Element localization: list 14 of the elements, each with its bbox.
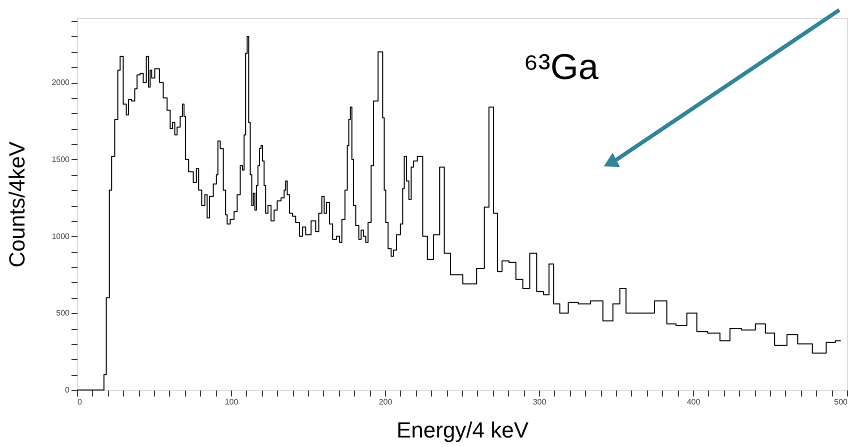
x-axis-title: Energy/4 keV: [396, 418, 529, 442]
x-tick-label: 300: [532, 398, 547, 406]
y-tick-label: 1000: [52, 232, 70, 241]
annotation: ⁶³Ga: [524, 46, 600, 87]
x-tick-label: 100: [224, 398, 239, 406]
y-tick-label: 2000: [52, 78, 70, 88]
x-tick-label: 0: [78, 398, 82, 406]
y-tick-label: 0: [65, 386, 70, 394]
x-tick-label: 500: [834, 398, 848, 406]
y-tick-label: 500: [56, 308, 70, 318]
y-axis-title: Counts/4keV: [4, 141, 30, 268]
x-tick-label: 400: [686, 398, 701, 406]
y-tick-label: 1500: [52, 154, 70, 164]
x-tick-label: 200: [378, 398, 393, 406]
